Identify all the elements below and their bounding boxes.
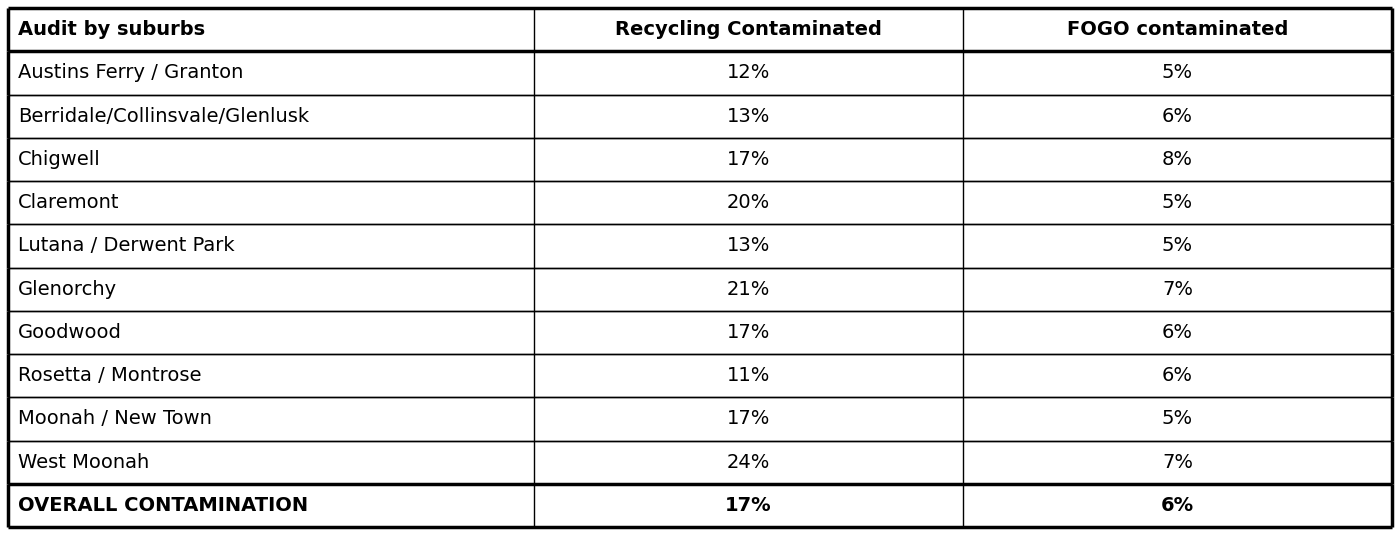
Text: Claremont: Claremont [18,193,119,212]
Text: Chigwell: Chigwell [18,150,101,169]
Text: 7%: 7% [1162,453,1193,472]
Text: 17%: 17% [727,409,770,429]
Text: FOGO contaminated: FOGO contaminated [1067,20,1288,39]
Text: 17%: 17% [725,496,771,515]
Text: 17%: 17% [727,323,770,342]
Text: 8%: 8% [1162,150,1193,169]
Text: 5%: 5% [1162,193,1193,212]
Text: Moonah / New Town: Moonah / New Town [18,409,211,429]
Text: OVERALL CONTAMINATION: OVERALL CONTAMINATION [18,496,308,515]
Text: 13%: 13% [727,236,770,255]
Text: 5%: 5% [1162,409,1193,429]
Text: Recycling Contaminated: Recycling Contaminated [615,20,882,39]
Text: Audit by suburbs: Audit by suburbs [18,20,206,39]
Text: 5%: 5% [1162,63,1193,82]
Text: 6%: 6% [1162,106,1193,126]
Text: Lutana / Derwent Park: Lutana / Derwent Park [18,236,235,255]
Text: 12%: 12% [727,63,770,82]
Text: 24%: 24% [727,453,770,472]
Text: Glenorchy: Glenorchy [18,280,118,299]
Text: 5%: 5% [1162,236,1193,255]
Text: Goodwood: Goodwood [18,323,122,342]
Text: 6%: 6% [1162,366,1193,385]
Text: Berridale/Collinsvale/Glenlusk: Berridale/Collinsvale/Glenlusk [18,106,309,126]
Text: 6%: 6% [1161,496,1194,515]
Text: Rosetta / Montrose: Rosetta / Montrose [18,366,202,385]
Text: West Moonah: West Moonah [18,453,150,472]
Text: 17%: 17% [727,150,770,169]
Text: 21%: 21% [727,280,770,299]
Text: 11%: 11% [727,366,770,385]
Text: 7%: 7% [1162,280,1193,299]
Text: Austins Ferry / Granton: Austins Ferry / Granton [18,63,244,82]
Text: 20%: 20% [727,193,770,212]
Text: 6%: 6% [1162,323,1193,342]
Text: 13%: 13% [727,106,770,126]
